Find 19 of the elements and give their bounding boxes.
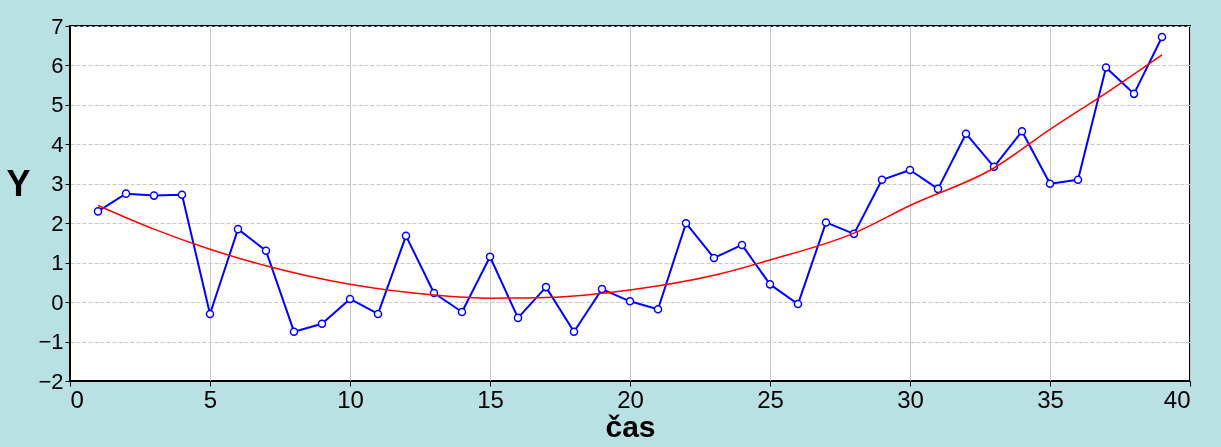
x-tick-label: 40: [1163, 385, 1191, 413]
y-tick-label: 0: [51, 289, 64, 315]
y-tick-label: 6: [51, 52, 64, 78]
y-tick-label: 1: [51, 250, 64, 276]
x-tick-label: 15: [477, 385, 504, 413]
x-tick-label: 10: [337, 385, 364, 413]
y-tick-label: −2: [38, 368, 64, 394]
x-tick-label: 0: [70, 385, 84, 413]
y-tick-label: 2: [51, 210, 64, 236]
y-tick-label: 4: [51, 131, 64, 157]
x-tick-label: 25: [757, 385, 784, 413]
y-tick-label: 5: [51, 92, 64, 118]
x-tick-label: 30: [897, 385, 924, 413]
x-tick-label: 35: [1037, 385, 1064, 413]
y-tick-label: 7: [51, 13, 64, 39]
y-axis-title: Y: [6, 163, 31, 204]
x-tick-label: 5: [203, 385, 218, 413]
y-tick-label: 3: [51, 171, 64, 197]
y-tick-label: −1: [38, 329, 64, 355]
